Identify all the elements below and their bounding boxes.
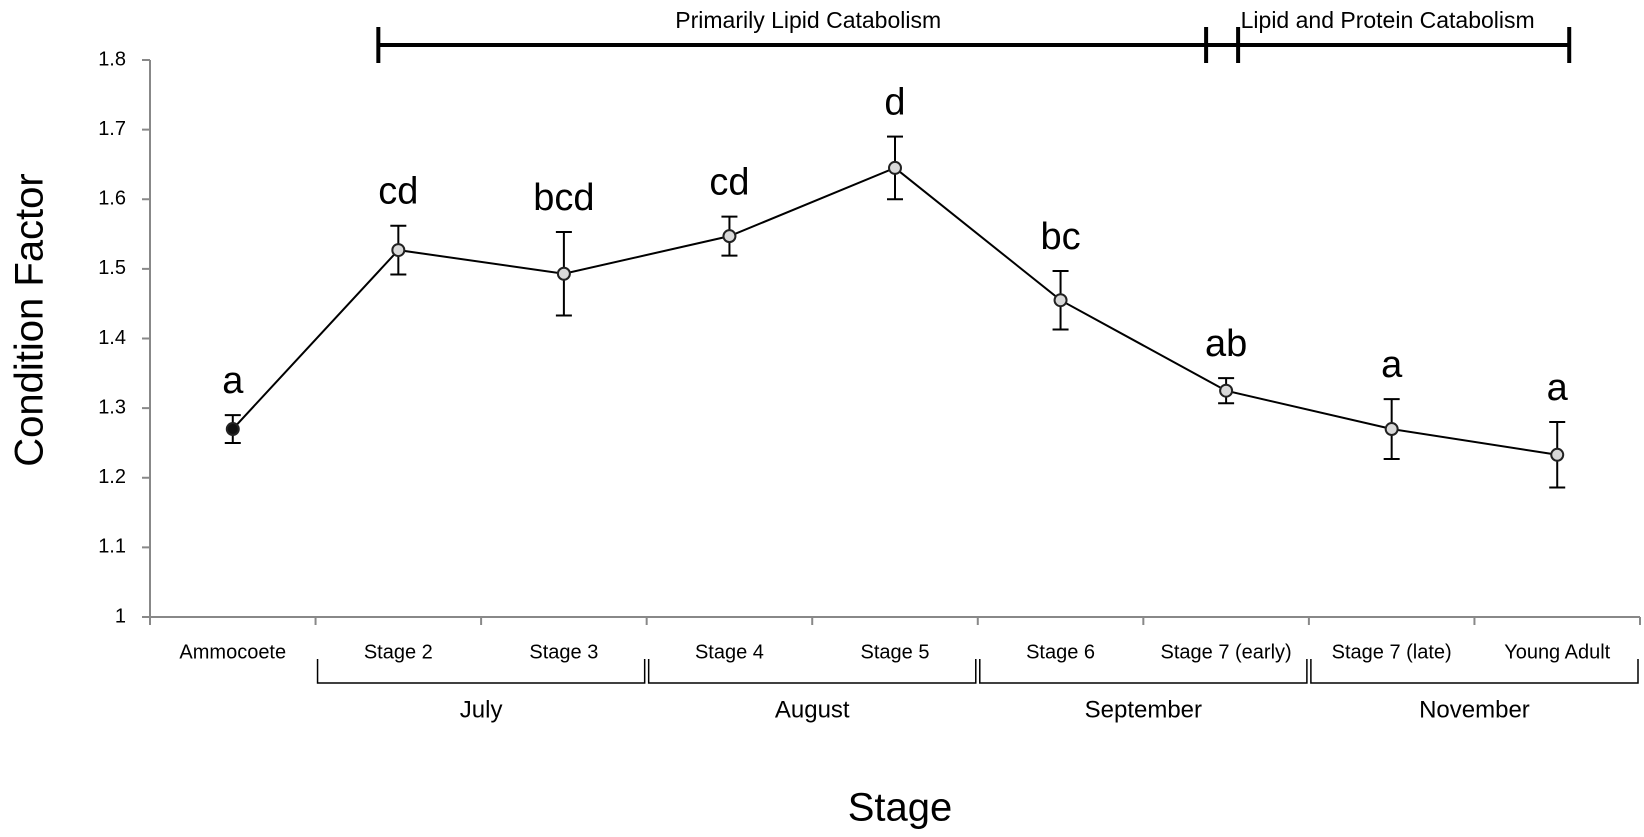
x-tick-label: Stage 7 (late) — [1332, 641, 1452, 663]
x-tick-label: Stage 7 (early) — [1161, 641, 1292, 663]
x-tick-label: Stage 4 — [695, 641, 764, 663]
significance-letter: a — [1547, 367, 1569, 409]
x-tick-label: Stage 3 — [529, 641, 598, 663]
y-tick-label: 1.1 — [98, 536, 126, 558]
y-tick-label: 1.4 — [98, 327, 126, 349]
group-label: July — [460, 696, 503, 723]
group-bracket — [647, 659, 977, 684]
marker — [1384, 422, 1399, 437]
significance-letter: d — [884, 82, 905, 124]
period-label: Lipid and Protein Catabolism — [1241, 7, 1535, 33]
y-tick-label: 1.6 — [98, 188, 126, 210]
significance-letter: a — [222, 360, 244, 402]
significance-letter: ab — [1205, 323, 1247, 365]
significance-letter: cd — [709, 162, 749, 204]
significance-letter: bcd — [533, 177, 594, 219]
y-tick-label: 1.8 — [98, 48, 126, 70]
y-tick-label: 1.2 — [98, 466, 126, 488]
x-tick-label: Ammocoete — [179, 641, 286, 663]
period-label: Primarily Lipid Catabolism — [675, 7, 941, 33]
x-tick-label: Stage 5 — [861, 641, 930, 663]
group-label: September — [1085, 696, 1202, 723]
x-tick-label: Stage 2 — [364, 641, 433, 663]
group-bracket — [1310, 659, 1639, 684]
group-bracket — [979, 659, 1308, 684]
x-tick-label: Young Adult — [1504, 641, 1610, 663]
marker — [1053, 293, 1068, 308]
y-tick-label: 1.3 — [98, 396, 126, 418]
group-bracket — [316, 659, 646, 684]
y-tick-label: 1.5 — [98, 257, 126, 279]
y-tick-label: 1 — [115, 605, 126, 627]
marker — [722, 229, 737, 244]
marker — [225, 422, 240, 437]
y-axis-title: Condition Factor — [8, 173, 52, 466]
marker — [1219, 383, 1234, 398]
group-label: November — [1419, 696, 1530, 723]
x-tick-label: Stage 6 — [1026, 641, 1095, 663]
significance-letter: bc — [1040, 216, 1080, 258]
line — [232, 166, 1558, 456]
significance-letter: cd — [378, 171, 418, 213]
x-axis-title: Stage — [848, 786, 953, 830]
marker — [1550, 447, 1565, 462]
y-tick-label: 1.7 — [98, 118, 126, 140]
marker — [391, 243, 406, 258]
marker — [888, 160, 902, 175]
group-label: August — [775, 696, 850, 723]
significance-letter: a — [1381, 344, 1403, 386]
marker — [556, 266, 571, 281]
